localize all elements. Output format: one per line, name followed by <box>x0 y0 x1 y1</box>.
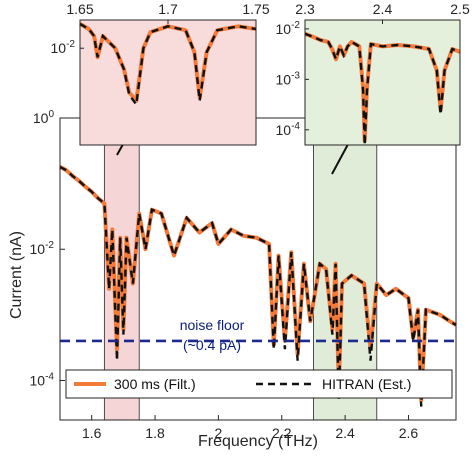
y-tick-label: 10-4 <box>30 371 55 388</box>
y-axis-ticks: 10-4 10-2 100 <box>30 109 65 388</box>
inset-right-background <box>305 20 460 145</box>
inset-left-x-tick-label: 1.7 <box>158 1 178 17</box>
inset-right-x-tick-label: 2.3 <box>295 1 315 17</box>
x-axis-ticks: 1.6 1.8 2 2.2 2.4 2.6 <box>82 415 418 441</box>
x-tick-label: 1.8 <box>145 425 165 441</box>
inset-left-line-hitran <box>79 22 257 108</box>
y-axis-title: Current (nA) <box>8 231 25 319</box>
x-tick-label: 2.6 <box>399 425 419 441</box>
y-tick-label: 100 <box>33 109 55 126</box>
y-tick-label: 10-2 <box>276 20 301 37</box>
x-tick-label: 2.4 <box>335 425 355 441</box>
noise-floor-value: (~0.4 pA) <box>183 337 241 353</box>
plot-frame <box>59 117 457 421</box>
inset-right-x-tick-label: 2.4 <box>373 1 393 17</box>
y-tick-label: 10-3 <box>276 70 301 87</box>
legend: 300 ms (Filt.) HITRAN (Est.) <box>65 369 453 399</box>
inset-right: 2.3 2.4 2.5 10-2 10-3 10-4 <box>276 1 470 146</box>
inset-left-x-tick-label: 1.75 <box>242 1 269 17</box>
series-lines <box>59 165 458 407</box>
noise-floor-label: noise floor <box>180 317 245 333</box>
inset-left-x-tick-label: 1.65 <box>66 1 93 17</box>
legend-label-filtered: 300 ms (Filt.) <box>114 376 196 392</box>
x-axis-title: Frequency (THz) <box>198 433 318 450</box>
x-tick-label: 2 <box>215 425 223 441</box>
x-tick-label: 2.2 <box>272 425 292 441</box>
inset-right-x-tick-label: 2.5 <box>450 1 470 17</box>
inset-left: 1.65 1.7 1.75 10-2 <box>51 1 270 146</box>
series-line-filtered <box>59 165 458 403</box>
x-tick-label: 1.6 <box>82 425 102 441</box>
y-tick-label: 10-4 <box>276 121 301 138</box>
y-tick-label: 10-2 <box>30 240 55 257</box>
y-tick-label: 10-2 <box>51 39 76 56</box>
legend-label-hitran: HITRAN (Est.) <box>322 376 411 392</box>
inset-right-line-hitran <box>304 32 461 146</box>
